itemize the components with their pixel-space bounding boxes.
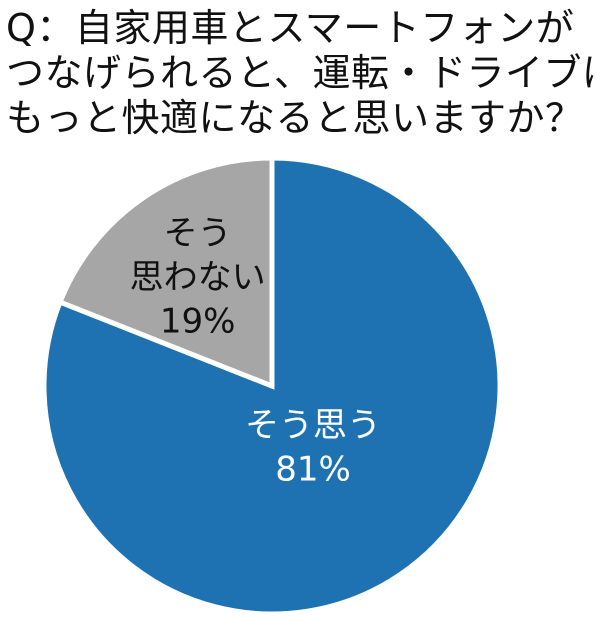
pie-label-value: 81%: [275, 449, 351, 489]
pie-label-text: 思わない: [130, 258, 266, 298]
question-line-2: つなげられると、運転・ドライブは: [6, 51, 596, 95]
pie-label-agree: そう思う 81%: [245, 405, 381, 489]
question-line-1: Q：自家用車とスマートフォンが: [6, 6, 575, 50]
pie-label-disagree: そう思わない 19%: [130, 214, 266, 342]
question-line-3: もっと快適になると思いますか？: [6, 96, 584, 140]
pie-label-value: 19%: [160, 302, 236, 342]
pie-slice-disagree: [56, 155, 275, 390]
pie-slices: [41, 155, 503, 617]
pie-label-text: そう思う: [245, 405, 381, 445]
pie-label-text: そう: [164, 214, 232, 254]
question-title: Q：自家用車とスマートフォンが つなげられると、運転・ドライブは もっと快適にな…: [6, 6, 596, 141]
pie-slice-agree: [41, 155, 503, 617]
pie-labels: そう思う 81% そう思わない 19%: [130, 214, 381, 490]
